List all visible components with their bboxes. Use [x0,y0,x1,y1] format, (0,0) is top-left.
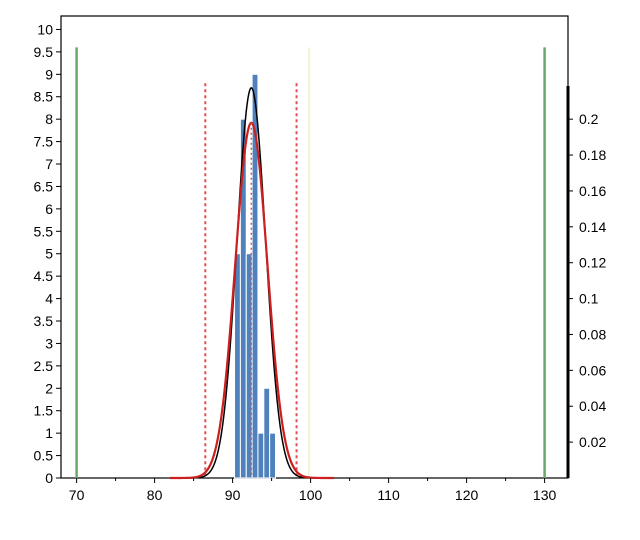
y-tick-label: 0 [45,470,53,486]
x-tick-label: 100 [299,487,323,503]
y-tick-label: 9 [45,66,53,82]
x-tick-label: 110 [377,487,400,503]
y-tick-label: 3.5 [34,313,54,329]
axes: 0 0.5 1 1.5 2 2.5 3 3.5 4 4.5 5 5.5 6 6.5 7 7.5 8 8.5 9 9.5… [34,21,607,503]
y2-tick-label: 0.06 [579,362,606,378]
x-tick-label: 130 [533,487,557,503]
reference-lines [75,47,546,478]
y-tick-label: 8 [45,111,53,127]
y2-tick-label: 0.04 [579,398,606,414]
y-tick-label: 7 [45,156,53,172]
y-tick-label: 6 [45,201,53,217]
y2-tick-label: 0.02 [579,434,606,450]
x-tick-label: 90 [225,487,241,503]
y2-tick-label: 0.08 [579,326,606,342]
x-tick-label: 80 [147,487,163,503]
x-tick-label: 70 [69,487,85,503]
y-tick-label: 4.5 [34,268,54,284]
y-tick-label: 9.5 [34,44,54,60]
y-tick-label: 1.5 [34,403,54,419]
histogram-bar [269,432,276,479]
y-tick-label: 2 [45,380,53,396]
y-tick-label: 8.5 [34,89,54,105]
y2-tick-label: 0.1 [579,291,599,307]
y-tick-label: 1 [45,425,53,441]
y-tick-label: 3 [45,335,53,351]
y2-tick-label: 0.16 [579,183,606,199]
histogram-bar [263,387,271,479]
fit-curves [170,86,334,480]
histogram-bar [257,432,265,479]
y-tick-label: 10 [37,21,53,37]
y2-tick-label: 0.18 [579,147,606,163]
x-tick-label: 120 [455,487,479,503]
histogram-bar [234,253,241,479]
histogram-bar [251,73,259,479]
y-tick-label: 7.5 [34,134,54,150]
y-tick-label: 6.5 [34,178,54,194]
y-tick-label: 2.5 [34,358,54,374]
y-tick-label: 0.5 [34,448,54,464]
y2-tick-label: 0.12 [579,255,606,271]
y-tick-label: 5 [45,246,53,262]
histogram-bars [234,73,276,479]
y2-tick-label: 0.2 [579,111,599,127]
y2-tick-label: 0.14 [579,219,606,235]
y-tick-label: 5.5 [34,223,54,239]
y-tick-label: 4 [45,291,53,307]
red-fit-curve [170,121,334,480]
